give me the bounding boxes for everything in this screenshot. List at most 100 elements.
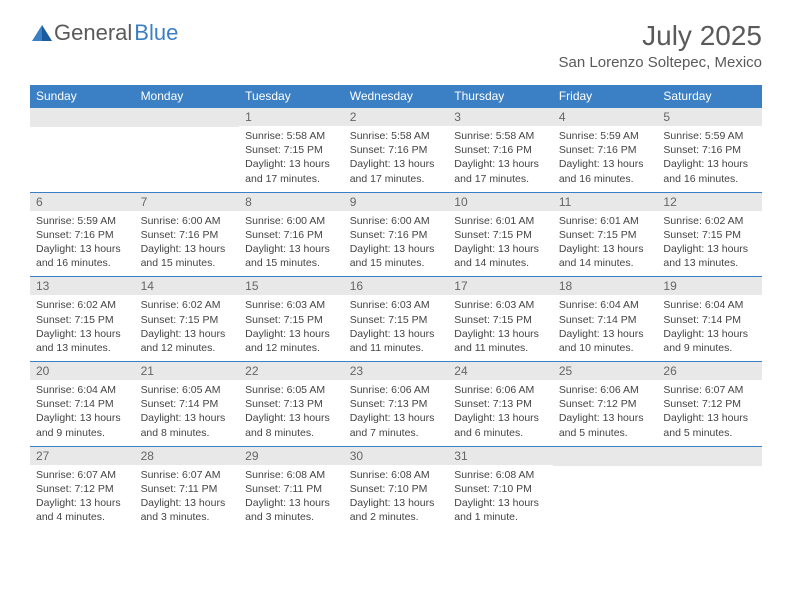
calendar-cell: 9Sunrise: 6:00 AMSunset: 7:16 PMDaylight… [344, 192, 449, 277]
calendar-cell-empty [30, 107, 135, 192]
day-number: 3 [448, 108, 553, 126]
day-number: 24 [448, 362, 553, 380]
calendar-cell: 28Sunrise: 6:07 AMSunset: 7:11 PMDayligh… [135, 446, 240, 531]
day-content: Sunrise: 6:07 AMSunset: 7:11 PMDaylight:… [135, 465, 240, 531]
day-number: 18 [553, 277, 658, 295]
dow-header: Wednesday [344, 85, 449, 107]
day-number: 29 [239, 447, 344, 465]
logo: General Blue [30, 20, 178, 46]
calendar-cell: 1Sunrise: 5:58 AMSunset: 7:15 PMDaylight… [239, 107, 344, 192]
logo-icon [30, 21, 54, 45]
day-content: Sunrise: 6:05 AMSunset: 7:13 PMDaylight:… [239, 380, 344, 446]
calendar-cell: 11Sunrise: 6:01 AMSunset: 7:15 PMDayligh… [553, 192, 658, 277]
dow-header: Monday [135, 85, 240, 107]
day-content: Sunrise: 6:04 AMSunset: 7:14 PMDaylight:… [553, 295, 658, 361]
day-number: 15 [239, 277, 344, 295]
day-content: Sunrise: 5:59 AMSunset: 7:16 PMDaylight:… [553, 126, 658, 192]
calendar-grid: SundayMondayTuesdayWednesdayThursdayFrid… [30, 85, 762, 530]
calendar-cell: 3Sunrise: 5:58 AMSunset: 7:16 PMDaylight… [448, 107, 553, 192]
day-content: Sunrise: 6:08 AMSunset: 7:10 PMDaylight:… [448, 465, 553, 531]
calendar-cell: 22Sunrise: 6:05 AMSunset: 7:13 PMDayligh… [239, 361, 344, 446]
calendar-cell: 13Sunrise: 6:02 AMSunset: 7:15 PMDayligh… [30, 276, 135, 361]
day-content: Sunrise: 6:02 AMSunset: 7:15 PMDaylight:… [30, 295, 135, 361]
day-number: 30 [344, 447, 449, 465]
day-number: 8 [239, 193, 344, 211]
day-content: Sunrise: 6:06 AMSunset: 7:13 PMDaylight:… [344, 380, 449, 446]
calendar-cell: 10Sunrise: 6:01 AMSunset: 7:15 PMDayligh… [448, 192, 553, 277]
day-content: Sunrise: 5:58 AMSunset: 7:15 PMDaylight:… [239, 126, 344, 192]
day-number: 14 [135, 277, 240, 295]
dow-header: Thursday [448, 85, 553, 107]
day-content: Sunrise: 6:00 AMSunset: 7:16 PMDaylight:… [135, 211, 240, 277]
calendar-cell: 8Sunrise: 6:00 AMSunset: 7:16 PMDaylight… [239, 192, 344, 277]
day-number: 16 [344, 277, 449, 295]
calendar-cell: 7Sunrise: 6:00 AMSunset: 7:16 PMDaylight… [135, 192, 240, 277]
day-content: Sunrise: 6:01 AMSunset: 7:15 PMDaylight:… [553, 211, 658, 277]
calendar-cell: 20Sunrise: 6:04 AMSunset: 7:14 PMDayligh… [30, 361, 135, 446]
day-number: 13 [30, 277, 135, 295]
day-content: Sunrise: 6:04 AMSunset: 7:14 PMDaylight:… [30, 380, 135, 446]
calendar-cell-empty [135, 107, 240, 192]
calendar-cell: 27Sunrise: 6:07 AMSunset: 7:12 PMDayligh… [30, 446, 135, 531]
day-number: 22 [239, 362, 344, 380]
day-number: 20 [30, 362, 135, 380]
day-number: 12 [657, 193, 762, 211]
day-number: 19 [657, 277, 762, 295]
calendar-cell: 2Sunrise: 5:58 AMSunset: 7:16 PMDaylight… [344, 107, 449, 192]
day-content: Sunrise: 6:08 AMSunset: 7:11 PMDaylight:… [239, 465, 344, 531]
calendar-cell: 25Sunrise: 6:06 AMSunset: 7:12 PMDayligh… [553, 361, 658, 446]
day-content: Sunrise: 6:02 AMSunset: 7:15 PMDaylight:… [657, 211, 762, 277]
day-number: 21 [135, 362, 240, 380]
day-number: 26 [657, 362, 762, 380]
day-number: 25 [553, 362, 658, 380]
dow-header: Tuesday [239, 85, 344, 107]
dow-header: Saturday [657, 85, 762, 107]
calendar-cell: 23Sunrise: 6:06 AMSunset: 7:13 PMDayligh… [344, 361, 449, 446]
calendar-cell: 31Sunrise: 6:08 AMSunset: 7:10 PMDayligh… [448, 446, 553, 531]
calendar-cell: 14Sunrise: 6:02 AMSunset: 7:15 PMDayligh… [135, 276, 240, 361]
calendar-cell: 4Sunrise: 5:59 AMSunset: 7:16 PMDaylight… [553, 107, 658, 192]
day-number: 10 [448, 193, 553, 211]
calendar-cell: 29Sunrise: 6:08 AMSunset: 7:11 PMDayligh… [239, 446, 344, 531]
day-content: Sunrise: 6:00 AMSunset: 7:16 PMDaylight:… [344, 211, 449, 277]
day-content: Sunrise: 6:07 AMSunset: 7:12 PMDaylight:… [30, 465, 135, 531]
dow-header: Friday [553, 85, 658, 107]
calendar-cell: 30Sunrise: 6:08 AMSunset: 7:10 PMDayligh… [344, 446, 449, 531]
day-number: 23 [344, 362, 449, 380]
calendar-cell: 26Sunrise: 6:07 AMSunset: 7:12 PMDayligh… [657, 361, 762, 446]
calendar-cell: 21Sunrise: 6:05 AMSunset: 7:14 PMDayligh… [135, 361, 240, 446]
day-content: Sunrise: 6:08 AMSunset: 7:10 PMDaylight:… [344, 465, 449, 531]
calendar-cell: 24Sunrise: 6:06 AMSunset: 7:13 PMDayligh… [448, 361, 553, 446]
day-number: 27 [30, 447, 135, 465]
day-number: 31 [448, 447, 553, 465]
calendar-cell: 6Sunrise: 5:59 AMSunset: 7:16 PMDaylight… [30, 192, 135, 277]
day-number: 2 [344, 108, 449, 126]
day-content: Sunrise: 6:06 AMSunset: 7:13 PMDaylight:… [448, 380, 553, 446]
location: San Lorenzo Soltepec, Mexico [559, 54, 762, 71]
day-content: Sunrise: 6:01 AMSunset: 7:15 PMDaylight:… [448, 211, 553, 277]
header: General Blue July 2025 San Lorenzo Solte… [0, 0, 792, 79]
day-content: Sunrise: 6:05 AMSunset: 7:14 PMDaylight:… [135, 380, 240, 446]
day-number: 1 [239, 108, 344, 126]
day-content: Sunrise: 6:03 AMSunset: 7:15 PMDaylight:… [239, 295, 344, 361]
day-number: 7 [135, 193, 240, 211]
logo-text-2: Blue [134, 20, 178, 46]
calendar-cell: 5Sunrise: 5:59 AMSunset: 7:16 PMDaylight… [657, 107, 762, 192]
calendar-cell: 15Sunrise: 6:03 AMSunset: 7:15 PMDayligh… [239, 276, 344, 361]
day-content: Sunrise: 5:59 AMSunset: 7:16 PMDaylight:… [30, 211, 135, 277]
calendar-cell: 17Sunrise: 6:03 AMSunset: 7:15 PMDayligh… [448, 276, 553, 361]
calendar-cell-empty [553, 446, 658, 531]
day-content: Sunrise: 6:07 AMSunset: 7:12 PMDaylight:… [657, 380, 762, 446]
month-title: July 2025 [559, 20, 762, 52]
calendar-cell: 18Sunrise: 6:04 AMSunset: 7:14 PMDayligh… [553, 276, 658, 361]
calendar-cell: 16Sunrise: 6:03 AMSunset: 7:15 PMDayligh… [344, 276, 449, 361]
day-number: 5 [657, 108, 762, 126]
day-content: Sunrise: 6:03 AMSunset: 7:15 PMDaylight:… [448, 295, 553, 361]
day-number: 11 [553, 193, 658, 211]
day-content: Sunrise: 6:02 AMSunset: 7:15 PMDaylight:… [135, 295, 240, 361]
day-number: 17 [448, 277, 553, 295]
day-content: Sunrise: 6:03 AMSunset: 7:15 PMDaylight:… [344, 295, 449, 361]
calendar-cell-empty [657, 446, 762, 531]
day-number: 6 [30, 193, 135, 211]
day-content: Sunrise: 6:04 AMSunset: 7:14 PMDaylight:… [657, 295, 762, 361]
